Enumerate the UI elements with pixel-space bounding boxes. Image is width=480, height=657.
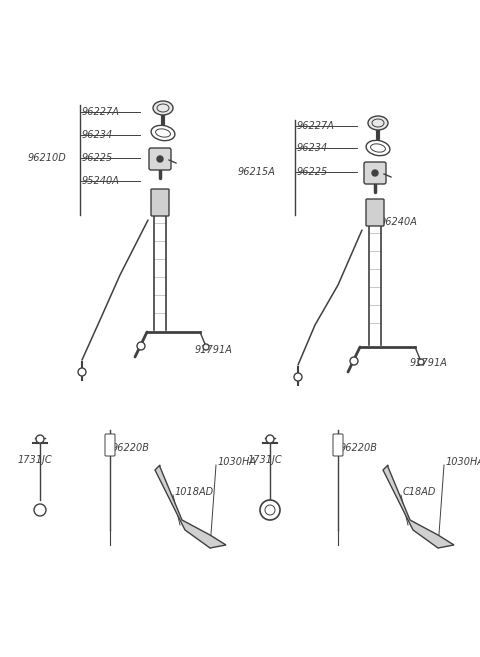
Circle shape xyxy=(203,344,209,350)
Text: 1731JC: 1731JC xyxy=(18,455,53,465)
Circle shape xyxy=(265,505,275,515)
Text: C18AD: C18AD xyxy=(403,487,436,497)
FancyBboxPatch shape xyxy=(364,162,386,184)
Circle shape xyxy=(137,342,145,350)
Ellipse shape xyxy=(366,141,390,156)
Text: 1030HA: 1030HA xyxy=(218,457,257,467)
Polygon shape xyxy=(383,465,454,548)
Circle shape xyxy=(418,359,424,365)
Text: 96227A: 96227A xyxy=(82,107,120,117)
Text: 96210D: 96210D xyxy=(28,153,67,163)
Ellipse shape xyxy=(372,119,384,127)
FancyBboxPatch shape xyxy=(366,199,384,226)
Ellipse shape xyxy=(153,101,173,115)
Text: 91791A: 91791A xyxy=(410,358,448,368)
Circle shape xyxy=(34,504,46,516)
Ellipse shape xyxy=(151,125,175,141)
Circle shape xyxy=(260,500,280,520)
Text: 96215A: 96215A xyxy=(238,167,276,177)
Text: 1030HA: 1030HA xyxy=(446,457,480,467)
Text: 95240A: 95240A xyxy=(82,176,120,186)
FancyBboxPatch shape xyxy=(151,189,169,216)
Text: 96227A: 96227A xyxy=(297,121,335,131)
Text: 91791A: 91791A xyxy=(195,345,233,355)
Text: 1018AD: 1018AD xyxy=(175,487,214,497)
Text: 96225: 96225 xyxy=(82,153,113,163)
Text: 1731JC: 1731JC xyxy=(248,455,283,465)
Ellipse shape xyxy=(368,116,388,130)
Circle shape xyxy=(157,156,163,162)
Circle shape xyxy=(350,357,358,365)
Circle shape xyxy=(294,373,302,381)
Text: 96220B: 96220B xyxy=(340,443,378,453)
FancyBboxPatch shape xyxy=(333,434,343,456)
FancyBboxPatch shape xyxy=(149,148,171,170)
Polygon shape xyxy=(155,465,226,548)
Circle shape xyxy=(78,368,86,376)
Text: 96225: 96225 xyxy=(297,167,328,177)
Ellipse shape xyxy=(156,129,170,137)
Text: 96240A: 96240A xyxy=(380,217,418,227)
Ellipse shape xyxy=(157,104,169,112)
Text: 96234: 96234 xyxy=(82,130,113,140)
Text: 96234: 96234 xyxy=(297,143,328,153)
FancyBboxPatch shape xyxy=(105,434,115,456)
Ellipse shape xyxy=(371,144,385,152)
Circle shape xyxy=(266,435,274,443)
Circle shape xyxy=(372,170,378,176)
Circle shape xyxy=(36,435,44,443)
Text: 96220B: 96220B xyxy=(112,443,150,453)
